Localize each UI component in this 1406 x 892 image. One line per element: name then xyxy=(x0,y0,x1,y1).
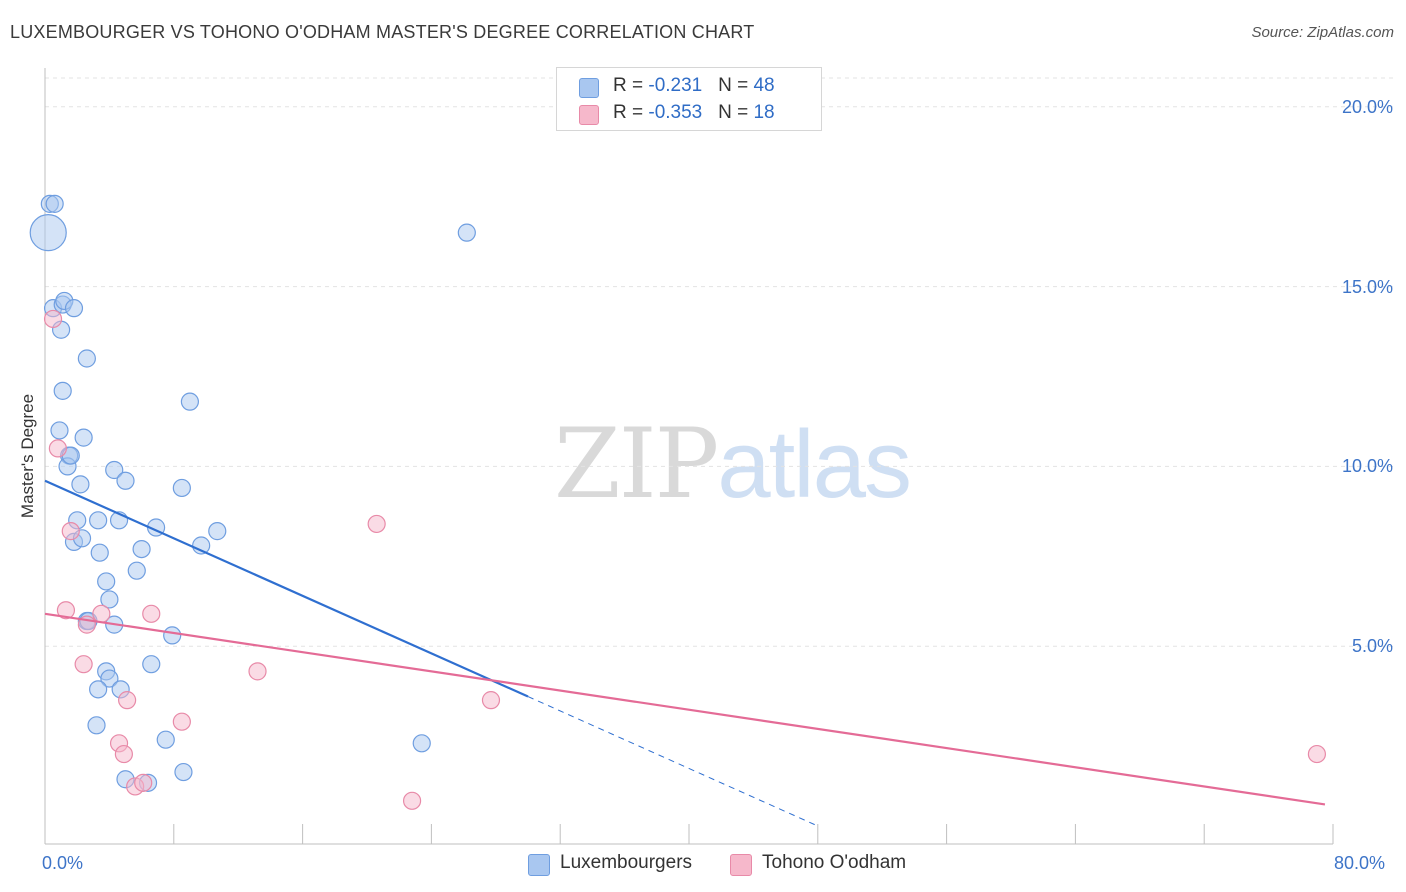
legend-swatch-luxembourgers xyxy=(579,78,599,98)
trendline-tohono xyxy=(44,612,1326,806)
data-point-tohono xyxy=(56,601,76,620)
y-tick-label: 15.0% xyxy=(1341,276,1393,297)
data-point-luxembourgers xyxy=(100,590,119,609)
watermark-atlas: atlas xyxy=(717,411,912,518)
n-label: N = xyxy=(718,75,754,96)
trendline-extension-luxembourgers xyxy=(527,696,819,827)
data-point-luxembourgers xyxy=(77,349,96,368)
data-point-luxembourgers xyxy=(100,669,119,688)
data-point-luxembourgers xyxy=(180,392,199,411)
data-point-luxembourgers xyxy=(174,762,193,782)
data-point-tohono xyxy=(172,712,191,731)
data-point-luxembourgers xyxy=(116,471,135,490)
data-point-luxembourgers xyxy=(172,478,191,498)
data-point-tohono xyxy=(248,662,267,681)
r-label: R = xyxy=(613,102,649,123)
source-credit: Source: ZipAtlas.com xyxy=(1251,24,1394,41)
legend-swatch-tohono xyxy=(579,105,599,125)
y-axis-label: Master's Degree xyxy=(18,393,37,519)
watermark: ZIPatlas xyxy=(554,408,912,520)
r-value: -0.231 xyxy=(648,75,703,96)
data-point-luxembourgers xyxy=(127,561,146,580)
data-point-tohono xyxy=(402,791,422,810)
data-point-luxembourgers xyxy=(89,680,108,699)
x-tick-label-min: 0.0% xyxy=(42,853,84,873)
data-point-luxembourgers xyxy=(412,734,431,753)
x-tick-label-max: 80.0% xyxy=(1334,853,1386,873)
data-point-tohono xyxy=(134,773,153,792)
chart-title: LUXEMBOURGER VS TOHONO O'ODHAM MASTER'S … xyxy=(10,22,755,42)
data-point-tohono xyxy=(114,744,133,764)
legend-label-luxembourgers: Luxembourgers xyxy=(560,852,693,873)
data-point-tohono xyxy=(92,604,111,623)
n-value: 48 xyxy=(753,75,775,96)
data-point-luxembourgers xyxy=(97,572,116,591)
data-point-luxembourgers xyxy=(45,194,64,213)
data-point-tohono xyxy=(74,655,93,674)
data-point-tohono xyxy=(367,514,386,534)
data-point-tohono xyxy=(48,439,67,458)
data-point-tohono xyxy=(481,691,501,710)
data-point-luxembourgers xyxy=(132,539,151,559)
data-point-luxembourgers xyxy=(163,626,182,645)
data-point-luxembourgers xyxy=(90,543,109,562)
n-label: N = xyxy=(718,102,754,123)
data-point-tohono xyxy=(118,691,137,710)
trendline-luxembourgers xyxy=(44,479,529,698)
data-point-luxembourgers xyxy=(29,214,67,252)
data-point-luxembourgers xyxy=(71,475,90,494)
data-point-luxembourgers xyxy=(87,716,106,735)
data-point-luxembourgers xyxy=(208,522,227,541)
legend-swatch-tohono xyxy=(730,854,752,876)
r-label: R = xyxy=(613,75,649,96)
data-point-luxembourgers xyxy=(457,223,476,242)
y-tick-label: 10.0% xyxy=(1341,456,1393,477)
y-tick-label: 20.0% xyxy=(1341,96,1393,117)
legend-stats-tohono: R = -0.353 N = 18 xyxy=(613,102,785,124)
data-point-luxembourgers xyxy=(53,381,72,400)
data-point-tohono xyxy=(61,522,80,541)
data-point-luxembourgers xyxy=(89,511,108,530)
watermark-zip: ZIP xyxy=(554,408,719,520)
legend-swatch-luxembourgers xyxy=(528,854,550,876)
y-tick-label: 5.0% xyxy=(1351,636,1393,657)
data-point-luxembourgers xyxy=(105,460,124,480)
data-point-tohono xyxy=(43,309,63,329)
r-value: -0.353 xyxy=(648,102,703,123)
data-point-tohono xyxy=(1307,744,1327,764)
n-value: 18 xyxy=(753,102,775,123)
legend-stats-luxembourgers: R = -0.231 N = 48 xyxy=(613,75,775,97)
data-point-tohono xyxy=(142,604,161,623)
correlation-legend: R = -0.231 N = 48 R = -0.353 N = 18 xyxy=(556,67,822,131)
data-point-luxembourgers xyxy=(64,299,84,318)
data-point-luxembourgers xyxy=(156,730,175,749)
data-point-luxembourgers xyxy=(50,421,69,440)
data-point-luxembourgers xyxy=(142,655,161,674)
data-point-luxembourgers xyxy=(74,428,93,447)
legend-label-tohono: Tohono O'odham xyxy=(762,852,907,873)
